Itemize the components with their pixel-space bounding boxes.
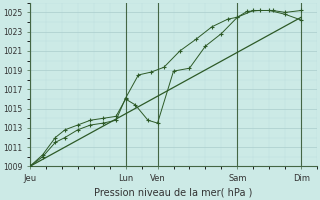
X-axis label: Pression niveau de la mer( hPa ): Pression niveau de la mer( hPa ) bbox=[94, 187, 253, 197]
